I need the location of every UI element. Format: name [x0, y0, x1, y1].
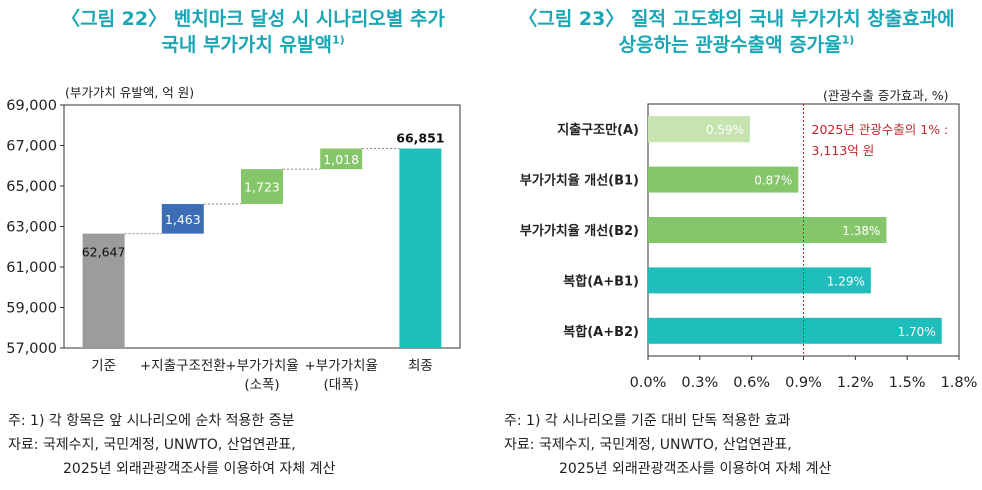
left-bar-1: [161, 204, 204, 234]
left-chart-title: 〈그림 22〉 벤치마크 달성 시 시나리오별 추가 국내 부가가치 유발액1): [18, 6, 488, 58]
right-chart: 0.0% 0.3% 0.6% 0.9% 1.2% 1.5% 1.8% 0.59% 지출구조만(A…: [520, 103, 978, 391]
right-annotation-line2: 3,113억 원: [812, 143, 875, 158]
left-x-category-label: (소폭): [244, 377, 279, 393]
right-chart-title: 〈그림 23〉 질적 고도화의 국내 부가가치 창출효과에 상응하는 관광수출액…: [491, 6, 982, 58]
left-title-line2: 국내 부가가치 유발액1): [161, 33, 345, 56]
right-bar-1: [648, 166, 799, 193]
left-bar-0: [82, 233, 125, 348]
right-bar-value-label: 0.59%: [706, 123, 744, 137]
left-bar-value-label: 1,723: [244, 180, 280, 195]
left-y-tick-label: 69,000: [6, 98, 57, 114]
right-annotation: 2025년 관광수출의 1% : 3,113억 원: [812, 122, 949, 158]
left-panel: 〈그림 22〉 벤치마크 달성 시 시나리오별 추가 국내 부가가치 유발액1)…: [6, 6, 488, 477]
right-x-tick-label: 1.5%: [889, 375, 926, 391]
right-bar-value-label: 1.70%: [898, 325, 936, 339]
right-bar-value-label: 0.87%: [754, 174, 792, 188]
left-y-tick-label: 57,000: [6, 341, 57, 357]
right-bar-0: [648, 116, 750, 143]
right-x-tick-label: 1.2%: [837, 375, 874, 391]
left-x-category-label: (대폭): [324, 377, 359, 393]
left-x-category-label: +부가가치율: [225, 358, 298, 374]
left-bar-value-label: 66,851: [396, 131, 444, 146]
left-x-category-label: 기준: [91, 358, 116, 374]
right-note-1: 주: 1) 각 시나리오를 기준 대비 단독 적용한 효과: [504, 413, 791, 429]
left-source-2: 2025년 외래관광객조사를 이용하여 자체 계산: [63, 461, 336, 477]
right-source-2: 2025년 외래관광객조사를 이용하여 자체 계산: [559, 461, 832, 477]
left-unit-label: (부가가치 유발액, 억 원): [65, 85, 195, 100]
right-x-tick-label: 0.9%: [785, 375, 822, 391]
left-y-tick-label: 67,000: [6, 139, 57, 155]
left-bar-2: [241, 169, 283, 205]
left-chart: 57,000 59,000 61,000 63,000 65,000 67,000 69,0…: [6, 98, 461, 393]
right-bar-4: [648, 317, 942, 344]
left-bar-4: [399, 148, 442, 348]
right-source-1: 자료: 국제수지, 국민계정, UNWTO, 산업연관표,: [504, 437, 792, 453]
left-bar-3: [320, 148, 363, 170]
right-y-category-label: 지출구조만(A): [557, 122, 639, 138]
left-note-1: 주: 1) 각 항목은 앞 시나리오에 순차 적용한 증분: [8, 413, 295, 429]
left-bar-value-label: 1,018: [323, 152, 359, 167]
right-y-category-label: 부가가치율 개선(B1): [520, 173, 639, 189]
right-x-tick-label: 0.0%: [630, 375, 667, 391]
left-x-category-label: +부가가치율: [304, 358, 377, 374]
right-annotation-line1: 2025년 관광수출의 1% :: [812, 122, 949, 137]
left-bar-value-label: 1,463: [165, 212, 201, 227]
right-y-category-label: 복합(A+B2): [563, 324, 639, 340]
right-unit-label: (관광수출 증가효과, %): [823, 88, 949, 103]
right-x-tick-label: 1.8%: [941, 375, 978, 391]
right-title-footnote-mark: 1): [841, 33, 855, 47]
right-bar-3: [648, 267, 871, 294]
left-title-footnote-mark: 1): [331, 33, 345, 47]
right-title-line2: 상응하는 관광수출액 증가율1): [618, 33, 855, 56]
left-bar-value-label: 62,647: [82, 245, 126, 260]
right-x-tick-label: 0.3%: [681, 375, 718, 391]
right-x-tick-label: 0.6%: [733, 375, 770, 391]
left-x-category-label: +지출구조전환: [140, 358, 226, 374]
right-bar-value-label: 1.38%: [842, 224, 880, 238]
left-title-line1: 〈그림 22〉 벤치마크 달성 시 시나리오별 추가: [61, 8, 445, 30]
right-y-category-label: 부가가치율 개선(B2): [520, 223, 639, 239]
left-y-tick-label: 61,000: [6, 260, 57, 276]
left-source-1: 자료: 국제수지, 국민계정, UNWTO, 산업연관표,: [8, 437, 296, 453]
right-bar-value-label: 1.29%: [827, 274, 865, 288]
right-panel: 〈그림 23〉 질적 고도화의 국내 부가가치 창출효과에 상응하는 관광수출액…: [491, 0, 982, 490]
right-bar-2: [648, 217, 887, 243]
left-x-category-label: 최종: [408, 358, 433, 374]
left-y-tick-label: 63,000: [6, 220, 57, 236]
left-y-tick-label: 59,000: [6, 301, 57, 317]
right-y-category-label: 복합(A+B1): [563, 273, 639, 289]
left-y-tick-label: 65,000: [6, 179, 57, 195]
right-title-line1: 〈그림 23〉 질적 고도화의 국내 부가가치 창출효과에: [518, 8, 955, 30]
